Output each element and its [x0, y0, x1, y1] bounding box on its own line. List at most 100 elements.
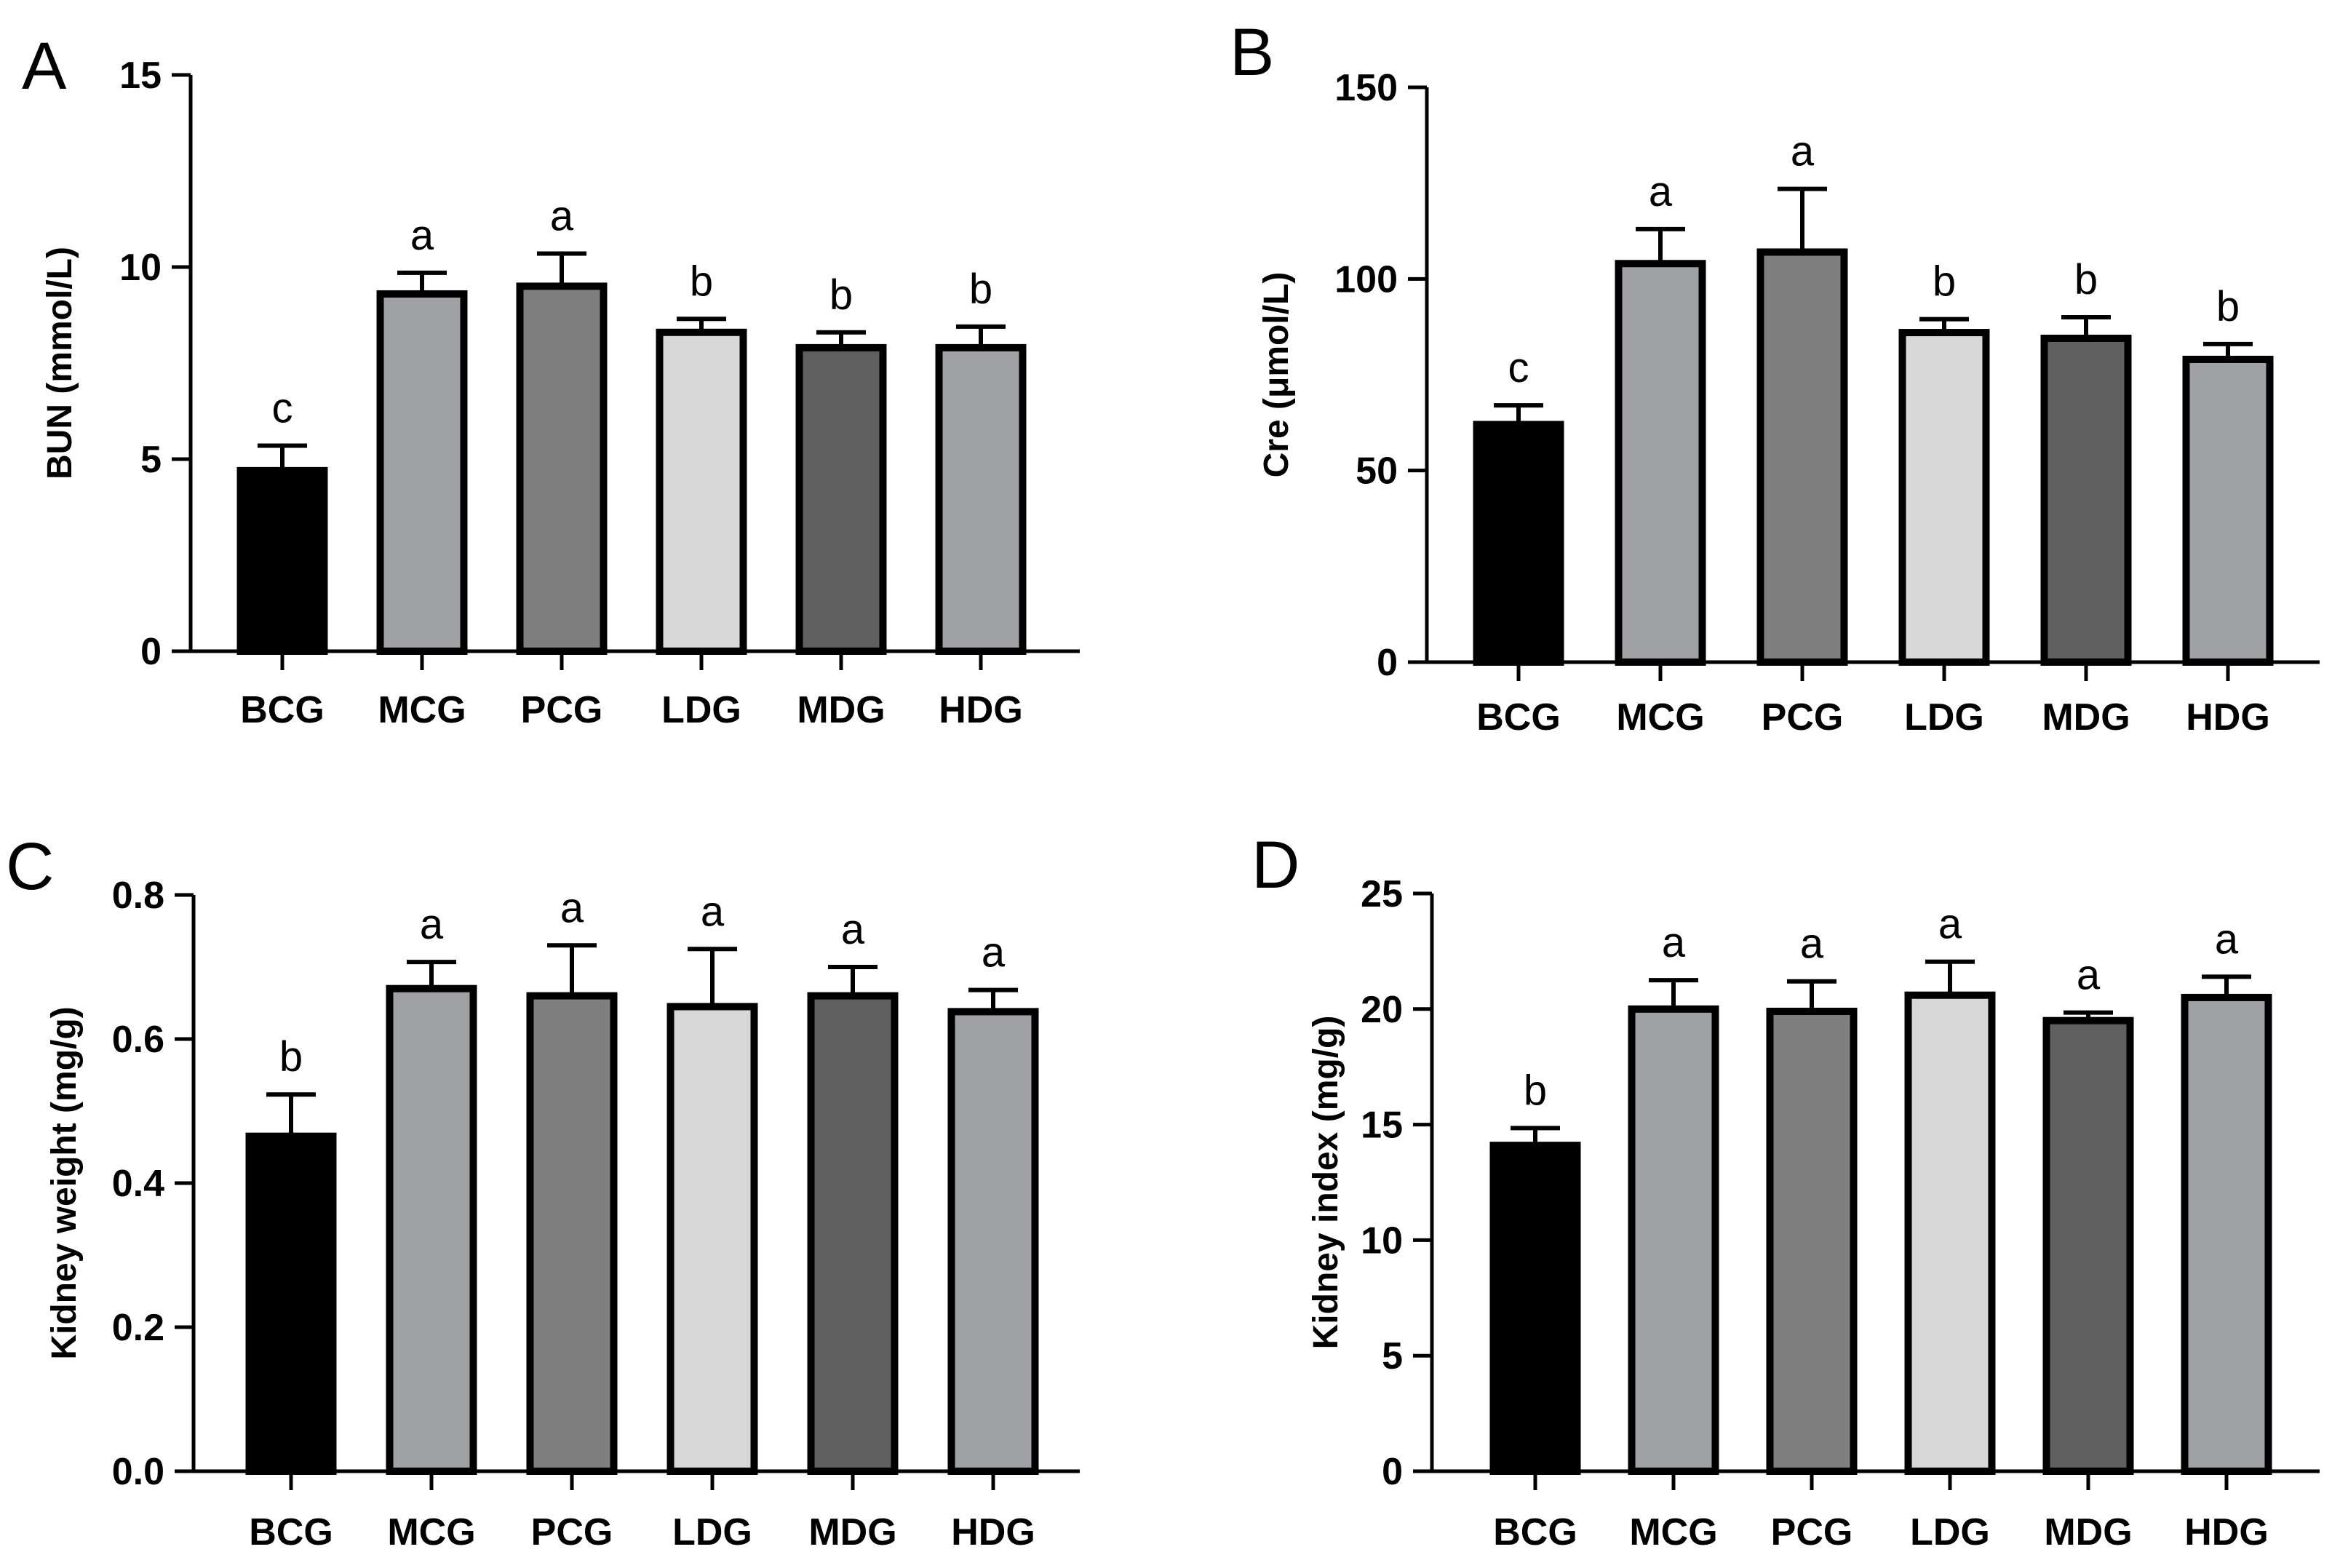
bar-mcg	[376, 290, 468, 655]
bar-mdg	[2040, 334, 2132, 666]
category-label: PCG	[531, 1511, 613, 1553]
significance-label: c	[1508, 344, 1529, 391]
category-label: LDG	[672, 1511, 752, 1553]
y-tick-label: 25	[1361, 873, 1403, 915]
y-tick-label: 0.2	[112, 1307, 164, 1349]
y-tick-label: 50	[1356, 450, 1398, 493]
significance-label: b	[969, 266, 992, 313]
category-label: PCG	[1771, 1511, 1853, 1553]
y-tick-label: 5	[140, 439, 162, 481]
significance-label: a	[560, 884, 584, 931]
category-label: LDG	[661, 689, 741, 731]
y-tick-label: 20	[1361, 989, 1403, 1031]
bar-mcg	[1615, 260, 1706, 666]
significance-label: a	[841, 906, 865, 953]
bar-ldg	[666, 1003, 758, 1475]
category-label: MDG	[2042, 696, 2130, 739]
category-label: BCG	[240, 689, 325, 731]
category-label: LDG	[1910, 1511, 1990, 1553]
significance-label: b	[2074, 256, 2098, 303]
significance-label: b	[690, 258, 713, 305]
significance-label: b	[2216, 283, 2240, 330]
y-tick-label: 15	[119, 55, 162, 97]
y-tick-label: 0.0	[112, 1451, 164, 1493]
significance-label: a	[2077, 952, 2101, 999]
category-label: PCG	[1762, 696, 1844, 739]
bar-mcg	[386, 984, 477, 1475]
category-label: MDG	[808, 1511, 896, 1553]
category-label: MCG	[1616, 696, 1704, 739]
bar-bcg	[1489, 1142, 1581, 1475]
category-label: HDG	[939, 689, 1023, 731]
bar-ldg	[1904, 991, 1996, 1475]
panel-letter: D	[1251, 828, 1300, 902]
category-label: BCG	[249, 1511, 333, 1553]
category-label: MCG	[1629, 1511, 1717, 1553]
bar-mdg	[795, 343, 887, 655]
y-tick-label: 0.4	[112, 1163, 164, 1205]
significance-label: a	[2215, 915, 2239, 963]
y-axis-label: BUN (mmol/L)	[41, 247, 79, 479]
bar-pcg	[1766, 1007, 1858, 1475]
significance-label: b	[1933, 258, 1956, 306]
significance-label: a	[410, 212, 434, 259]
significance-label: c	[272, 385, 293, 432]
bar-bcg	[236, 466, 328, 656]
category-label: MCG	[387, 1511, 475, 1553]
y-tick-label: 0.8	[112, 875, 164, 917]
significance-label: b	[279, 1033, 303, 1081]
significance-label: a	[1938, 901, 1962, 948]
panel-letter: B	[1230, 15, 1274, 89]
panel-letter: A	[22, 29, 67, 103]
category-label: HDG	[2184, 1511, 2269, 1553]
bar-bcg	[1473, 421, 1564, 666]
significance-label: a	[420, 901, 444, 948]
category-label: HDG	[2186, 696, 2270, 739]
significance-label: a	[1791, 128, 1815, 175]
bar-hdg	[935, 343, 1027, 655]
y-tick-label: 0	[140, 631, 162, 673]
y-tick-label: 10	[1361, 1219, 1403, 1262]
bar-pcg	[516, 282, 608, 655]
significance-label: a	[701, 888, 725, 935]
y-tick-label: 0	[1377, 642, 1398, 684]
panel-letter: C	[6, 829, 54, 904]
category-label: MDG	[797, 689, 885, 731]
y-axis-label: Cre (μmol/L)	[1257, 272, 1296, 478]
y-axis-label: Kidney index (mg/g)	[1307, 1016, 1345, 1350]
category-label: BCG	[1493, 1511, 1577, 1553]
significance-label: b	[1524, 1067, 1547, 1114]
significance-label: b	[829, 271, 853, 319]
significance-label: a	[550, 193, 574, 240]
bar-mdg	[2042, 1016, 2134, 1476]
category-label: BCG	[1476, 696, 1561, 739]
bar-hdg	[2182, 355, 2274, 666]
bar-mcg	[1628, 1005, 1719, 1476]
category-label: MDG	[2044, 1511, 2132, 1553]
category-label: LDG	[1904, 696, 1984, 739]
significance-label: a	[1649, 168, 1673, 215]
y-tick-label: 10	[119, 247, 162, 289]
y-tick-label: 5	[1382, 1335, 1403, 1377]
chart-panel-D: D 0 5 10 15 20 25 Kidney index (mg/g) b BCG a MCG a P…	[1251, 828, 2320, 1553]
bar-pcg	[526, 992, 618, 1475]
y-tick-label: 150	[1334, 67, 1398, 109]
y-tick-label: 100	[1334, 258, 1398, 301]
chart-panel-A: A 0 5 10 15 BUN (mmol/L) c BCG a MCG a PCG b LDG b MDG b…	[22, 29, 1080, 731]
significance-label: a	[1800, 920, 1824, 968]
bar-ldg	[656, 328, 747, 655]
bar-hdg	[2181, 993, 2272, 1476]
y-tick-label: 0.6	[112, 1019, 164, 1061]
bar-pcg	[1756, 248, 1848, 666]
bar-mdg	[807, 992, 899, 1475]
category-label: MCG	[378, 689, 466, 731]
bar-bcg	[245, 1132, 337, 1476]
y-tick-label: 15	[1361, 1105, 1403, 1147]
y-axis-label: Kidney weight (mg/g)	[45, 1006, 84, 1359]
chart-panel-B: B 0 50 100 150 Cre (μmol/L) c BCG a MCG a PCG b LDG b M…	[1230, 15, 2320, 739]
y-tick-label: 0	[1382, 1451, 1403, 1493]
category-label: PCG	[521, 689, 603, 731]
chart-panel-C: C 0.0 0.2 0.4 0.6 0.8 Kidney weight (mg/g) b BCG…	[6, 829, 1080, 1553]
bar-ldg	[1898, 329, 1990, 666]
